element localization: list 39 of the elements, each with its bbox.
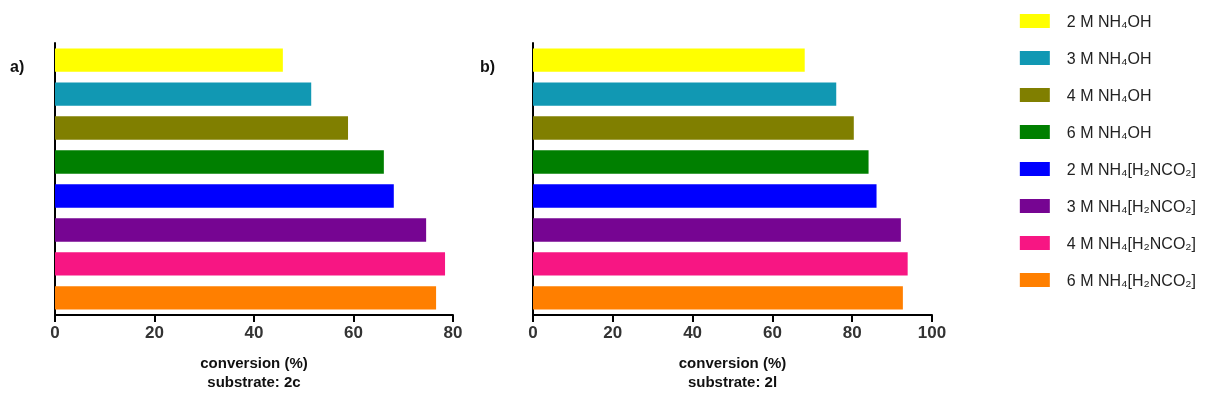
- bar: [55, 116, 349, 140]
- x-tick-label: 100: [917, 323, 947, 342]
- legend-label: 2 M NH₄[H₂NCO₂]: [1066, 160, 1197, 178]
- x-tick-label: 0: [50, 323, 60, 342]
- legend-label: 3 M NH₄[H₂NCO₂]: [1066, 197, 1197, 215]
- bar: [55, 184, 394, 208]
- x-tick-label: 20: [603, 323, 623, 342]
- legend-label: 6 M NH₄OH: [1066, 123, 1152, 141]
- legend-label: 4 M NH₄OH: [1066, 86, 1152, 104]
- bar: [533, 218, 901, 242]
- legend-label: 6 M NH₄[H₂NCO₂]: [1066, 271, 1197, 289]
- bar: [533, 48, 805, 72]
- x-axis-title: conversion (%) substrate: 2c: [200, 354, 308, 390]
- legend-label: 4 M NH₄[H₂NCO₂]: [1066, 234, 1197, 252]
- bar: [533, 150, 869, 174]
- bar: [533, 116, 854, 140]
- legend-label: 3 M NH₄OH: [1066, 49, 1152, 67]
- bar: [533, 184, 877, 208]
- bar: [55, 82, 312, 106]
- bar: [55, 48, 283, 72]
- x-tick-label: 80: [842, 323, 862, 342]
- x-tick-label: 20: [145, 323, 164, 342]
- bar: [533, 286, 903, 310]
- x-tick-label: 0: [528, 323, 538, 342]
- bar: [55, 286, 437, 310]
- x-tick-label: 80: [443, 323, 463, 342]
- x-axis-title: conversion (%) substrate: 2l: [678, 354, 787, 390]
- bar: [533, 82, 837, 106]
- x-tick-label: 40: [683, 323, 703, 342]
- text: a): [10, 57, 25, 75]
- x-tick-label: 60: [762, 323, 782, 342]
- text: b): [480, 57, 496, 75]
- bar: [55, 218, 427, 242]
- bar: [55, 150, 384, 174]
- bar: [55, 252, 446, 276]
- legend-label: 2 M NH₄OH: [1066, 12, 1152, 30]
- x-tick-label: 60: [344, 323, 363, 342]
- bar: [533, 252, 908, 276]
- x-tick-label: 40: [244, 323, 264, 342]
